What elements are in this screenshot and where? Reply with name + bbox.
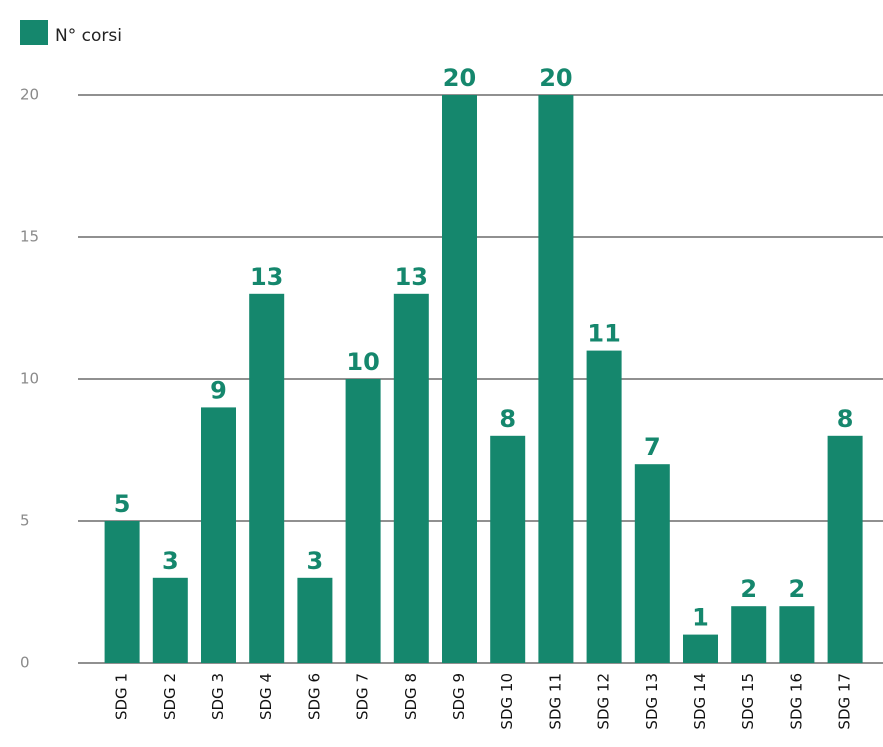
y-tick-label: 5 — [20, 512, 30, 530]
x-tick-label: SDG 12 — [595, 673, 613, 730]
bar — [297, 577, 333, 663]
data-label: 10 — [346, 348, 379, 376]
x-tick-label: SDG 3 — [209, 673, 227, 720]
legend-label: N° corsi — [55, 26, 122, 46]
data-label: 13 — [250, 263, 283, 291]
x-tick-label: SDG 14 — [691, 673, 709, 730]
x-tick-label: SDG 1 — [113, 673, 131, 720]
bar — [490, 435, 526, 663]
data-label: 13 — [395, 263, 428, 291]
x-tick-label: SDG 10 — [498, 673, 516, 730]
bar — [442, 95, 477, 663]
data-label: 20 — [539, 64, 572, 92]
bar — [249, 293, 285, 663]
data-label: 8 — [499, 405, 516, 433]
y-tick-label: 0 — [20, 654, 30, 672]
bar — [827, 435, 863, 663]
data-label: 11 — [587, 320, 620, 348]
data-label: 8 — [837, 405, 854, 433]
x-tick-label: SDG 7 — [354, 673, 372, 720]
x-tick-label: SDG 11 — [546, 673, 564, 730]
bar — [152, 577, 188, 663]
data-label: 2 — [789, 575, 806, 603]
bar — [586, 350, 622, 663]
y-tick-label: 20 — [20, 86, 39, 104]
x-tick-label: SDG 2 — [161, 673, 179, 720]
data-label: 5 — [114, 490, 131, 518]
y-tick-label: 15 — [20, 228, 39, 246]
x-tick-label: SDG 16 — [787, 673, 805, 730]
x-tick-label: SDG 6 — [305, 673, 323, 720]
legend-swatch — [20, 20, 48, 45]
x-tick-label: SDG 15 — [739, 673, 757, 730]
bar — [683, 634, 718, 663]
bar — [393, 293, 429, 663]
data-label: 3 — [307, 547, 324, 575]
x-tick-label: SDG 4 — [257, 673, 275, 720]
data-label: 9 — [210, 376, 227, 404]
bar — [538, 95, 574, 663]
data-label: 1 — [692, 604, 709, 632]
bar — [345, 379, 381, 663]
data-label: 2 — [740, 575, 757, 603]
data-label: 3 — [162, 547, 179, 575]
data-label: 7 — [644, 433, 661, 461]
bar — [201, 407, 236, 663]
x-tick-label: SDG 17 — [836, 673, 854, 730]
x-tick-label: SDG 8 — [402, 673, 420, 720]
bar — [731, 606, 767, 663]
bar — [634, 464, 670, 663]
x-tick-label: SDG 13 — [643, 673, 661, 730]
x-tick-label: SDG 9 — [450, 673, 468, 720]
data-label: 20 — [443, 64, 476, 92]
y-tick-label: 10 — [20, 370, 39, 388]
bar — [104, 521, 140, 663]
bar — [779, 606, 815, 663]
